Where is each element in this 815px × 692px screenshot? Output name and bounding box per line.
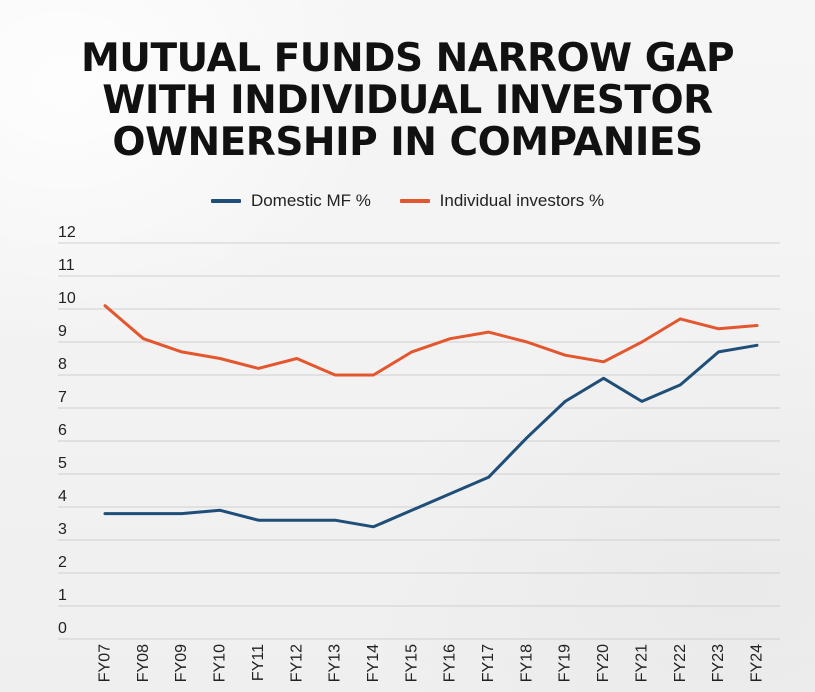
x-tick-label: FY20: [595, 644, 612, 682]
legend-item-individual-investors: Individual investors %: [399, 191, 605, 211]
x-tick-label: FY16: [442, 644, 459, 682]
legend-swatch-domestic-mf: [210, 199, 241, 203]
y-tick-label: 9: [58, 323, 67, 340]
x-tick-label: FY08: [135, 644, 152, 682]
x-tick-label: FY22: [672, 644, 689, 682]
chart-legend: Domestic MF % Individual investors %: [0, 188, 815, 211]
legend-item-domestic-mf: Domestic MF %: [210, 191, 371, 211]
x-tick-label: FY10: [212, 644, 229, 682]
x-tick-label: FY09: [173, 644, 190, 682]
chart-title-line-1: MUTUAL FUNDS NARROW GAP: [80, 36, 735, 81]
y-tick-label: 5: [58, 455, 67, 472]
y-tick-label: 8: [58, 356, 67, 373]
legend-label-individual-investors: Individual investors %: [439, 191, 605, 210]
x-tick-label: FY13: [327, 644, 344, 682]
y-tick-label: 6: [58, 422, 67, 439]
series-line-domestic-mf: [103, 343, 759, 529]
grid-lines: [58, 242, 780, 640]
y-tick-label: 11: [58, 257, 75, 274]
y-tick-label: 7: [58, 389, 67, 406]
x-tick-label: FY21: [633, 644, 650, 682]
y-tick-label: 10: [58, 290, 76, 307]
series-line-individual-investors: [103, 304, 759, 377]
x-tick-label: FY19: [557, 644, 574, 682]
y-tick-label: 2: [58, 554, 67, 571]
y-tick-label: 4: [58, 488, 67, 505]
series-lines: [103, 304, 759, 529]
x-tick-label: FY24: [749, 644, 766, 682]
y-tick-label: 1: [58, 587, 67, 604]
x-tick-label: FY07: [97, 644, 114, 682]
y-tick-label: 3: [58, 521, 67, 538]
legend-label-domestic-mf: Domestic MF %: [250, 191, 371, 210]
x-tick-label: FY11: [250, 644, 267, 681]
y-tick-label: 12: [58, 224, 76, 241]
y-tick-label: 0: [58, 620, 67, 637]
x-tick-label: FY17: [480, 644, 497, 682]
x-tick-label: FY15: [403, 644, 420, 682]
x-tick-label: FY23: [710, 644, 727, 682]
x-tick-label: FY18: [518, 644, 535, 682]
x-tick-label: FY12: [288, 644, 305, 682]
chart-title-line-2: WITH INDIVIDUAL INVESTOR: [102, 78, 713, 123]
x-tick-label: FY14: [365, 644, 382, 682]
legend-swatch-individual-investors: [399, 199, 430, 203]
x-axis-ticks: FY07 FY08 FY09 FY10 FY11 FY12 FY13 FY14 FY15 FY16…: [97, 644, 766, 682]
chart-title: MUTUAL FUNDS NARROW GAP WITH INDIVIDUAL …: [0, 38, 815, 164]
chart-title-line-3: OWNERSHIP IN COMPANIES: [112, 120, 703, 165]
